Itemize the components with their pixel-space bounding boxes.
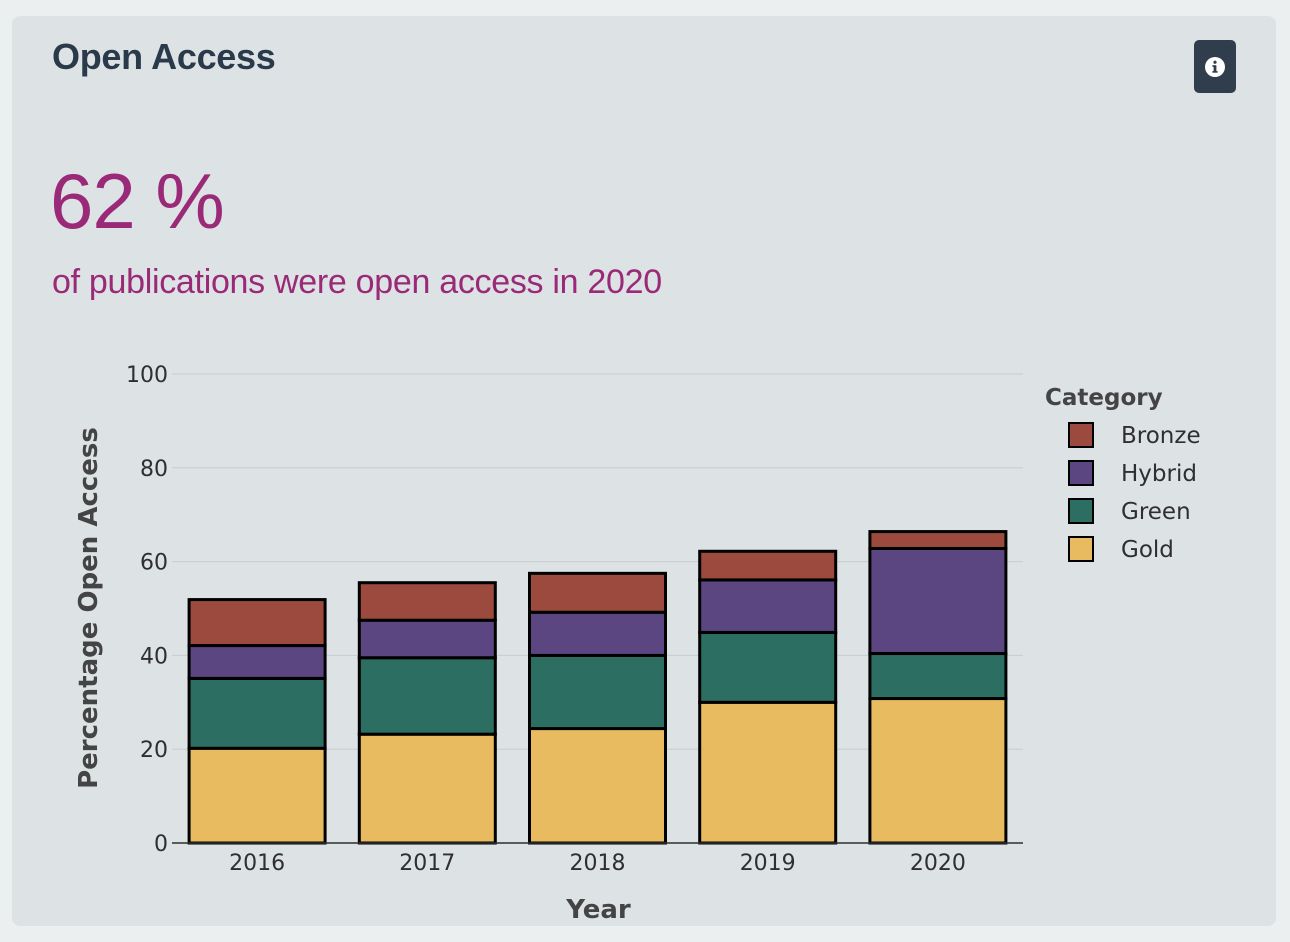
bar-segment-bronze-2020[interactable] [868,530,1008,550]
bar-segment-hybrid-2017[interactable] [357,618,497,660]
chart-legend: Category Bronze Hybrid Green Gold [1045,385,1201,563]
bar-segment-gold-2016[interactable] [187,746,327,845]
bar-segment-gold-2019[interactable] [698,700,838,845]
y-tick-label: 100 [126,363,168,388]
chart-bars [187,530,1008,845]
y-tick-label: 60 [140,551,168,576]
x-tick-label: 2019 [740,851,796,876]
bar-segment-hybrid-2020[interactable] [868,546,1008,656]
legend-swatch-hybrid[interactable] [1068,460,1094,486]
x-tick-label: 2018 [570,851,626,876]
y-tick-label: 20 [140,738,168,763]
y-axis-title: Percentage Open Access [74,427,104,789]
x-tick-label: 2020 [910,851,966,876]
legend-swatch-bronze[interactable] [1068,422,1094,448]
bar-segment-green-2020[interactable] [868,652,1008,701]
bar-segment-green-2017[interactable] [357,656,497,736]
bar-segment-hybrid-2019[interactable] [698,578,838,634]
bar-segment-bronze-2019[interactable] [698,549,838,582]
open-access-caption: of publications were open access in 2020 [52,263,662,301]
chart-axes: 0 20 40 60 80 100 2016 2017 2018 2019 2020 Year Perc… [74,363,1023,925]
bar-segment-gold-2018[interactable] [528,727,667,845]
legend-label-green[interactable]: Green [1121,499,1191,525]
bar-segment-bronze-2017[interactable] [357,581,497,622]
info-icon [1205,56,1225,77]
y-tick-label: 40 [140,644,168,669]
x-tick-label: 2017 [399,851,455,876]
bar-segment-gold-2020[interactable] [868,697,1008,845]
bar-segment-green-2016[interactable] [187,676,327,750]
open-access-percentage: 62 % [50,157,225,245]
y-tick-label: 80 [140,457,168,482]
legend-title: Category [1045,385,1163,411]
bar-segment-hybrid-2018[interactable] [528,610,667,657]
legend-label-gold[interactable]: Gold [1121,537,1174,563]
bar-segment-hybrid-2016[interactable] [187,644,327,680]
legend-label-bronze[interactable]: Bronze [1121,423,1201,449]
y-tick-label: 0 [154,832,168,857]
bar-segment-bronze-2016[interactable] [187,598,327,648]
x-axis-title: Year [565,895,631,925]
bar-segment-bronze-2018[interactable] [528,571,667,614]
bar-segment-green-2019[interactable] [698,630,838,704]
bar-segment-green-2018[interactable] [528,653,667,731]
info-button[interactable] [1194,40,1236,93]
x-tick-label: 2016 [229,851,285,876]
card-title: Open Access [52,36,276,77]
legend-swatch-gold[interactable] [1068,536,1094,562]
legend-swatch-green[interactable] [1068,498,1094,524]
bar-segment-gold-2017[interactable] [357,732,497,845]
legend-label-hybrid[interactable]: Hybrid [1121,461,1197,487]
